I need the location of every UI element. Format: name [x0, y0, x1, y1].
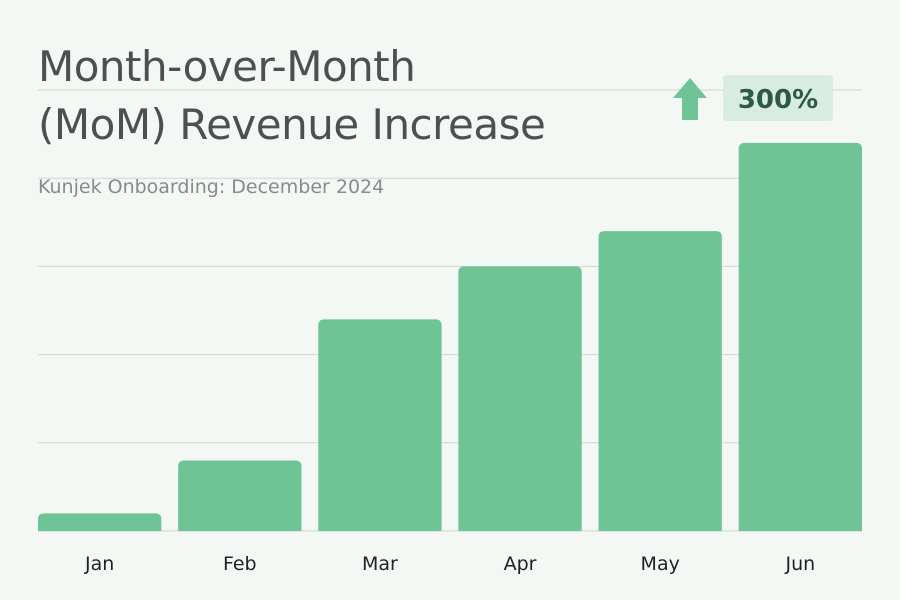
grid-lines: [38, 89, 862, 532]
bar-jan: [38, 513, 162, 531]
growth-badge: [723, 75, 833, 121]
chart-subtitle: Kunjek Onboarding: December 2024: [38, 176, 385, 198]
arrow-up-icon: [673, 78, 707, 120]
x-tick-label-mar: Mar: [362, 553, 398, 575]
x-tick-label-apr: Apr: [504, 553, 537, 575]
bar-apr: [458, 266, 582, 531]
x-tick-label-jun: Jun: [784, 553, 815, 575]
bar-mar: [318, 319, 442, 531]
x-tick-label-feb: Feb: [223, 553, 257, 575]
x-tick-label-may: May: [641, 553, 680, 575]
bar-may: [598, 231, 722, 531]
bars: [38, 142, 862, 532]
bar-jun: [738, 142, 862, 532]
growth-annotation: 300%: [673, 75, 833, 121]
growth-badge-label: 300%: [738, 85, 818, 115]
chart-title-line-1: Month-over-Month: [38, 42, 416, 91]
chart-title: Month-over-Month (MoM) Revenue Increase: [38, 38, 546, 154]
x-axis-labels: Jan Feb Mar Apr May Jun: [84, 553, 815, 575]
bar-feb: [178, 460, 302, 531]
chart-title-line-2: (MoM) Revenue Increase: [38, 100, 546, 149]
x-tick-label-jan: Jan: [84, 553, 114, 575]
